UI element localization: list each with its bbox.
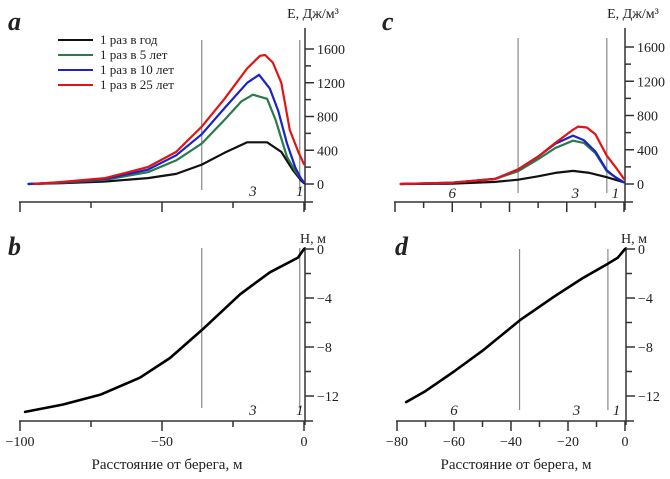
x-tick-label: 0: [301, 435, 308, 450]
panel-letter: a: [8, 7, 21, 36]
zone-label: 3: [571, 186, 580, 202]
y-tick-label: −12: [317, 390, 339, 405]
x-axis-title: Расстояние от берега, м: [92, 457, 243, 473]
zone-label: 3: [248, 184, 257, 200]
legend-label: 1 раз в 10 лет: [100, 62, 174, 77]
series-line-1-раз-в-год: [27, 141, 306, 186]
x-axis-title: Расстояние от берега, м: [441, 457, 592, 473]
y-tick-label: −4: [317, 292, 332, 307]
zone-label: 1: [612, 186, 620, 202]
zone-label: 1: [296, 184, 304, 200]
zone-label: 3: [572, 403, 581, 419]
y-tick-label: 0: [638, 243, 645, 258]
y-tick-label: 400: [317, 144, 338, 159]
x-tick-label: −60: [443, 435, 465, 450]
zone-label: 1: [613, 403, 621, 419]
y-tick-label: 1600: [637, 41, 665, 56]
series-line-1-раз-в-25-лет: [399, 125, 626, 186]
panel-letter: d: [395, 232, 409, 261]
y-axis-title: H, м: [621, 232, 647, 247]
legend-label: 1 раз в 5 лет: [100, 47, 168, 62]
zone-label: 1: [296, 403, 304, 419]
x-tick-label: −80: [386, 435, 408, 450]
series-line-1-раз-в-10-лет: [27, 73, 306, 186]
y-axis-title: E, Дж/м³: [287, 7, 339, 22]
y-tick-label: 800: [317, 111, 338, 126]
panel-c: c 6 3 1 0 400 800 1200 1600 E, Дж/м³: [382, 7, 665, 212]
series-line-1-раз-в-25-лет: [33, 53, 306, 186]
y-tick-label: 1600: [317, 43, 345, 58]
y-tick-label: −8: [638, 341, 653, 356]
panel-letter: c: [382, 7, 394, 36]
y-tick-label: 1200: [317, 77, 345, 92]
y-tick-label: 0: [637, 178, 644, 193]
legend-label: 1 раз в 25 лет: [100, 77, 174, 92]
x-tick-label: −20: [557, 435, 579, 450]
y-tick-label: 1200: [637, 75, 665, 90]
x-tick-label: −100: [6, 435, 35, 450]
y-tick-label: −8: [317, 341, 332, 356]
series-line-profile: [404, 247, 627, 404]
y-tick-label: 0: [317, 243, 324, 258]
zone-label: 6: [450, 403, 458, 419]
series-line-1-раз-в-10-лет: [399, 134, 626, 186]
zone-label: 6: [449, 186, 457, 202]
zone-label: 3: [248, 403, 257, 419]
y-axis-title: E, Дж/м³: [607, 7, 659, 22]
y-tick-label: 400: [637, 144, 658, 159]
y-tick-label: −12: [638, 390, 660, 405]
y-tick-label: 0: [317, 178, 324, 193]
x-tick-label: −50: [151, 435, 173, 450]
panel-b: b 3 1 −100 −50 0 Расстояние от берега, м 0 −4 −8 −…: [6, 232, 339, 473]
y-tick-label: 800: [637, 110, 658, 125]
series-line-1-раз-в-год: [399, 169, 626, 186]
y-axis-title: H, м: [300, 232, 326, 247]
legend-label: 1 раз в год: [100, 32, 158, 47]
panel-letter: b: [8, 232, 21, 261]
series-line-profile: [23, 247, 306, 414]
x-tick-label: 0: [622, 435, 629, 450]
y-tick-label: −4: [638, 292, 653, 307]
series-line-1-раз-в-5-лет: [27, 93, 306, 186]
x-tick-label: −40: [500, 435, 522, 450]
